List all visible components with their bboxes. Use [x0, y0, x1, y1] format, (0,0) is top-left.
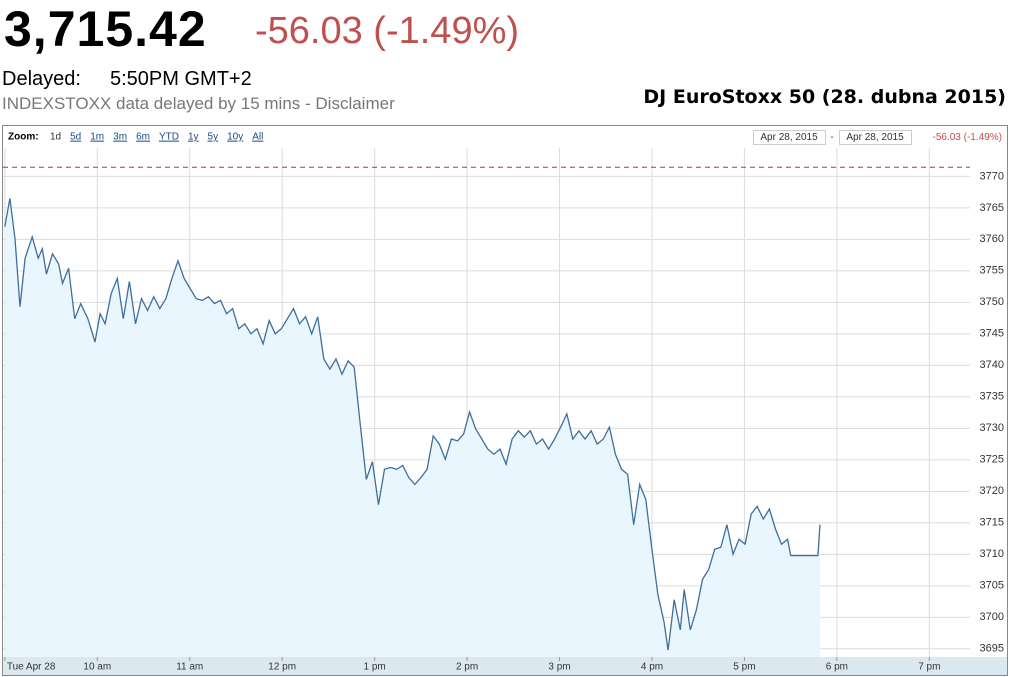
- x-tick-label: 5 pm: [733, 662, 755, 673]
- zoom-option[interactable]: 5d: [70, 132, 81, 143]
- y-tick-label: 3770: [980, 170, 1004, 182]
- x-tick-label: 6 pm: [826, 662, 848, 673]
- y-tick-label: 3705: [980, 580, 1004, 592]
- price-change: -56.03 (-1.49%): [255, 10, 520, 52]
- zoom-option[interactable]: All: [252, 132, 263, 143]
- price: 3,715.42: [4, 1, 207, 57]
- x-tick-label: 2 pm: [456, 662, 478, 673]
- y-tick-label: 3710: [980, 548, 1004, 560]
- delay-notice: INDEXSTOXX data delayed by 15 mins - Dis…: [2, 94, 395, 113]
- y-tick-label: 3765: [980, 202, 1004, 214]
- zoom-option[interactable]: 6m: [136, 132, 150, 143]
- range-start[interactable]: Apr 28, 2015: [760, 132, 818, 143]
- zoom-option[interactable]: 10y: [227, 132, 243, 143]
- x-tick-label: 11 am: [176, 662, 203, 673]
- y-tick-label: 3735: [980, 391, 1004, 403]
- y-tick-label: 3725: [980, 454, 1004, 466]
- range-separator: -: [830, 132, 833, 143]
- y-tick-label: 3695: [980, 643, 1004, 655]
- delayed-time: 5:50PM GMT+2: [110, 68, 252, 90]
- chart-title: DJ EuroStoxx 50 (28. dubna 2015): [643, 86, 1006, 108]
- x-tick-label: 1 pm: [364, 662, 386, 673]
- x-tick-label: 7 pm: [918, 662, 940, 673]
- zoom-option[interactable]: YTD: [159, 132, 179, 143]
- date-box: [839, 130, 912, 145]
- y-tick-label: 3700: [980, 611, 1004, 623]
- y-tick-label: 3730: [980, 422, 1004, 434]
- y-tick-label: 3755: [980, 265, 1004, 277]
- y-tick-label: 3760: [980, 233, 1004, 245]
- zoom-option[interactable]: 1m: [90, 132, 104, 143]
- range-change: -56.03 (-1.49%): [933, 132, 1002, 143]
- x-tick-label: 4 pm: [641, 662, 663, 673]
- delayed-label: Delayed:: [2, 68, 81, 90]
- x-tick-label: 12 pm: [268, 662, 296, 673]
- x-tick-label: Tue Apr 28: [7, 662, 56, 673]
- y-tick-label: 3745: [980, 328, 1004, 340]
- range-end[interactable]: Apr 28, 2015: [846, 132, 904, 143]
- price-line: [4, 198, 821, 651]
- zoom-option[interactable]: 5y: [208, 132, 219, 143]
- date-box: [753, 130, 826, 145]
- y-tick-label: 3750: [980, 296, 1004, 308]
- zoom-option[interactable]: 3m: [113, 132, 127, 143]
- toolbar: [3, 126, 1007, 148]
- y-tick-label: 3715: [980, 517, 1004, 529]
- zoom-label: Zoom:: [8, 132, 39, 143]
- y-tick-label: 3720: [980, 485, 1004, 497]
- zoom-option[interactable]: 1y: [188, 132, 199, 143]
- area-fill: [4, 198, 821, 657]
- zoom-option[interactable]: 1d: [50, 132, 61, 143]
- x-tick-label: 10 am: [83, 662, 111, 673]
- x-axis-band: [3, 657, 1007, 675]
- y-tick-label: 3740: [980, 359, 1004, 371]
- x-tick-label: 3 pm: [548, 662, 570, 673]
